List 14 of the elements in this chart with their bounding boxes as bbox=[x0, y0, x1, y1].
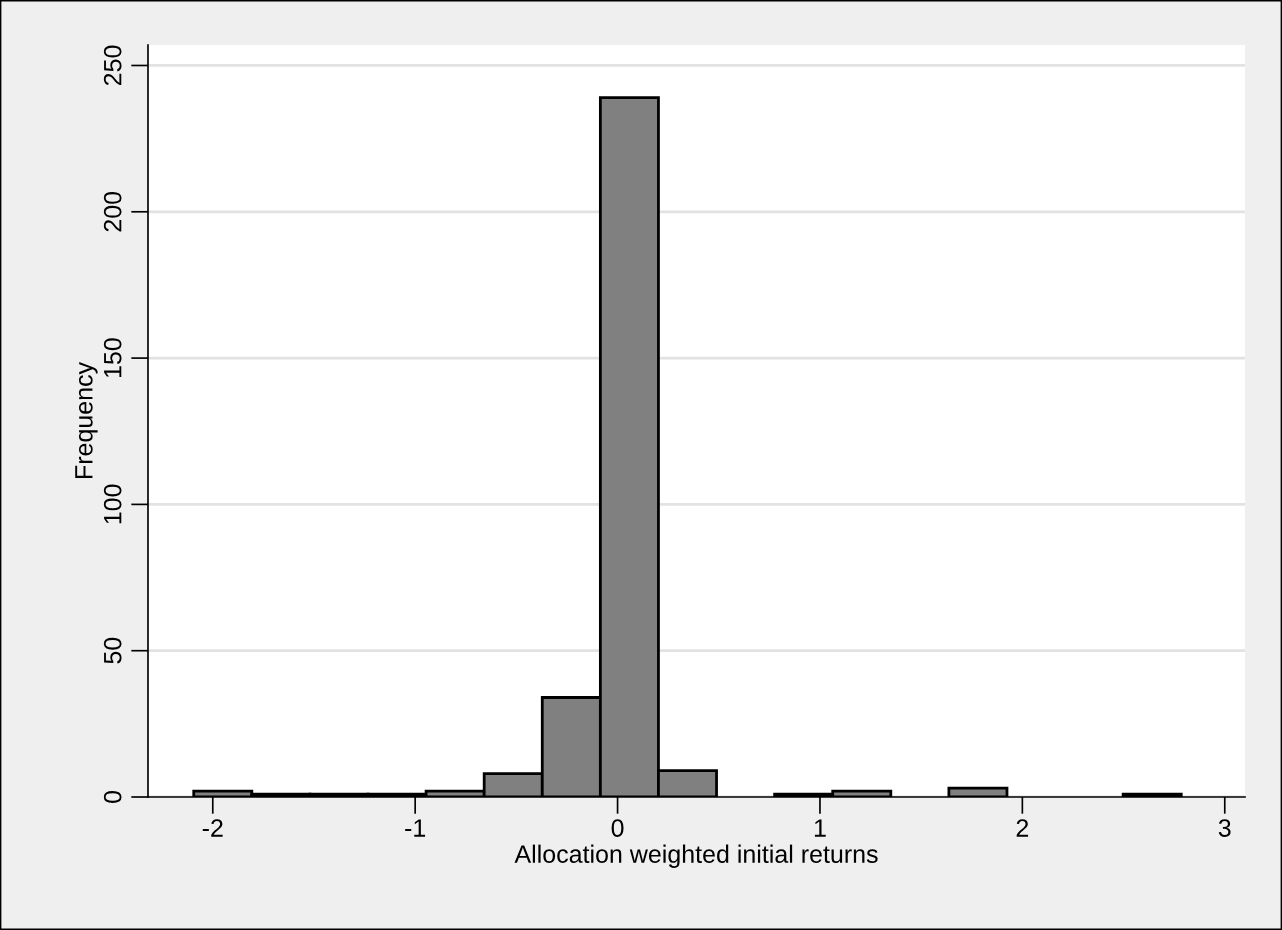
y-tick-label: 250 bbox=[103, 45, 122, 86]
x-axis-title: Allocation weighted initial returns bbox=[514, 844, 878, 868]
x-tick-label: 0 bbox=[611, 819, 624, 837]
x-tick-label: 3 bbox=[1218, 819, 1231, 837]
y-tick-label: 100 bbox=[103, 484, 122, 524]
x-tick-label: -1 bbox=[405, 819, 426, 837]
y-tick-label: 0 bbox=[103, 791, 122, 803]
y-tick-label: 150 bbox=[103, 338, 122, 378]
x-tick-label: 1 bbox=[814, 819, 826, 837]
y-tick-label: 200 bbox=[103, 191, 122, 232]
y-tick-label: 50 bbox=[103, 637, 122, 664]
x-tick-label: -2 bbox=[202, 819, 223, 837]
y-axis-title: Frequency bbox=[75, 361, 98, 478]
x-tick-label: 2 bbox=[1016, 819, 1029, 837]
